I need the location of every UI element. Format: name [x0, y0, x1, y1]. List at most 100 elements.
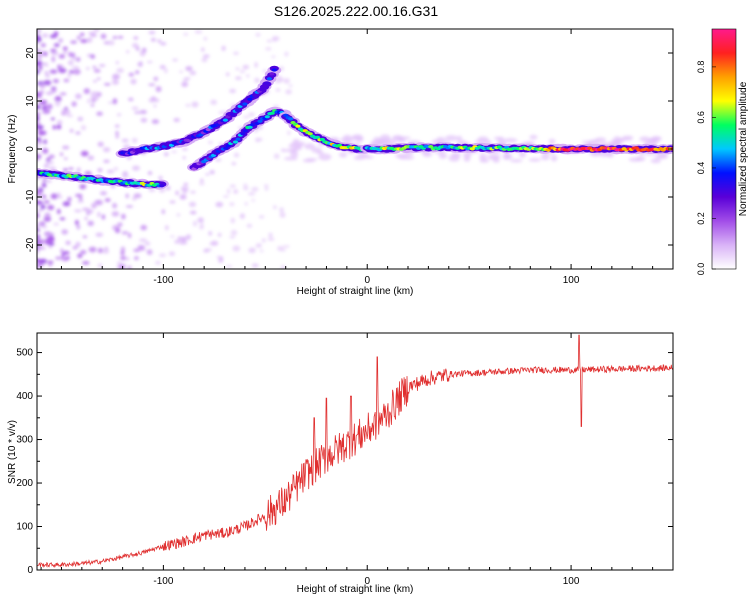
noise-blob [58, 38, 64, 43]
halo-blob [474, 139, 488, 144]
noise-blob [215, 158, 222, 162]
noise-blob [43, 80, 52, 86]
noise-blob [219, 257, 224, 260]
noise-blob [75, 241, 81, 248]
noise-blob [106, 169, 115, 174]
noise-blob [218, 259, 224, 263]
noise-blob [233, 189, 239, 194]
noise-blob [181, 81, 189, 87]
noise-blob [199, 182, 205, 186]
noise-blob [91, 202, 97, 209]
noise-blob [121, 174, 129, 179]
noise-blob [90, 91, 99, 97]
noise-blob [37, 29, 40, 35]
noise-blob [103, 159, 110, 163]
noise-blob [80, 125, 87, 131]
noise-blob [274, 80, 282, 84]
noise-blob [185, 104, 191, 107]
noise-blob [67, 60, 74, 66]
noise-blob [155, 98, 160, 103]
noise-blob [155, 261, 161, 265]
noise-blob [50, 86, 57, 89]
noise-blob [88, 31, 96, 35]
noise-blob [201, 57, 208, 63]
noise-blob [54, 96, 62, 102]
noise-blob [48, 245, 53, 249]
halo-blob [551, 154, 558, 162]
noise-blob [75, 131, 81, 135]
noise-blob [288, 84, 293, 87]
noise-blob [132, 165, 140, 171]
noise-blob [128, 232, 132, 239]
noise-blob [61, 229, 68, 235]
noise-blob [197, 217, 204, 223]
noise-blob [279, 78, 284, 82]
noise-blob [48, 154, 55, 159]
noise-blob [62, 145, 70, 150]
noise-blob [80, 250, 87, 255]
noise-blob [125, 205, 134, 208]
noise-blob [158, 253, 167, 258]
noise-blob [103, 83, 111, 86]
noise-blob [37, 234, 41, 239]
noise-blob [227, 188, 231, 195]
noise-blob [121, 231, 129, 235]
noise-blob [139, 110, 147, 114]
ridge-lower-arm [187, 106, 292, 172]
noise-blob [183, 77, 191, 80]
noise-blob [202, 54, 210, 58]
noise-blob [54, 100, 61, 107]
halo-blob [528, 158, 541, 162]
ridge-blob [307, 132, 313, 136]
noise-blob [37, 129, 44, 136]
noise-blob [242, 65, 250, 70]
snr-chart: -100 0 100 0 100 200 300 400 500 Height of strai… [7, 332, 674, 595]
noise-blob [229, 202, 235, 206]
noise-blob [176, 213, 181, 217]
noise-blob [57, 64, 61, 70]
noise-blob [180, 186, 189, 192]
noise-blob [51, 56, 56, 63]
noise-blob [223, 195, 229, 198]
snr-frame [36, 332, 674, 571]
noise-blob [243, 186, 249, 191]
halo-blob [463, 151, 472, 158]
halo-blob [293, 146, 303, 151]
noise-blob [246, 223, 253, 228]
noise-blob [44, 71, 49, 74]
colorbar-frame [711, 28, 737, 270]
noise-blob [116, 68, 124, 73]
noise-blob [179, 194, 187, 200]
noise-blob [121, 213, 126, 220]
noise-blob [117, 36, 124, 39]
noise-blob [165, 225, 169, 231]
noise-blob [115, 131, 119, 135]
halo-blob [357, 153, 369, 158]
noise-blob [77, 253, 83, 259]
noise-blob [170, 235, 175, 238]
noise-blob [114, 81, 120, 84]
ridge-blob [259, 88, 265, 92]
noise-blob [125, 193, 129, 199]
noise-blob [275, 88, 281, 92]
halo-blob [445, 135, 458, 142]
spectrogram-xlabel: Height of straight line (km) [297, 286, 414, 297]
noise-blob [62, 251, 70, 255]
noise-blob [180, 236, 187, 243]
noise-blob [84, 217, 88, 220]
snr-ytick-label: 500 [16, 348, 33, 359]
colorbar-gradient [712, 29, 736, 269]
noise-blob [148, 83, 156, 86]
noise-blob [43, 200, 50, 204]
noise-blob [111, 211, 120, 217]
noise-blob [144, 241, 151, 246]
noise-blob [235, 76, 242, 80]
noise-blob [48, 242, 55, 246]
noise-blob [55, 256, 62, 260]
noise-blob [71, 65, 80, 69]
noise-blob [37, 228, 40, 232]
noise-blob [52, 78, 60, 84]
noise-blob [82, 207, 90, 211]
